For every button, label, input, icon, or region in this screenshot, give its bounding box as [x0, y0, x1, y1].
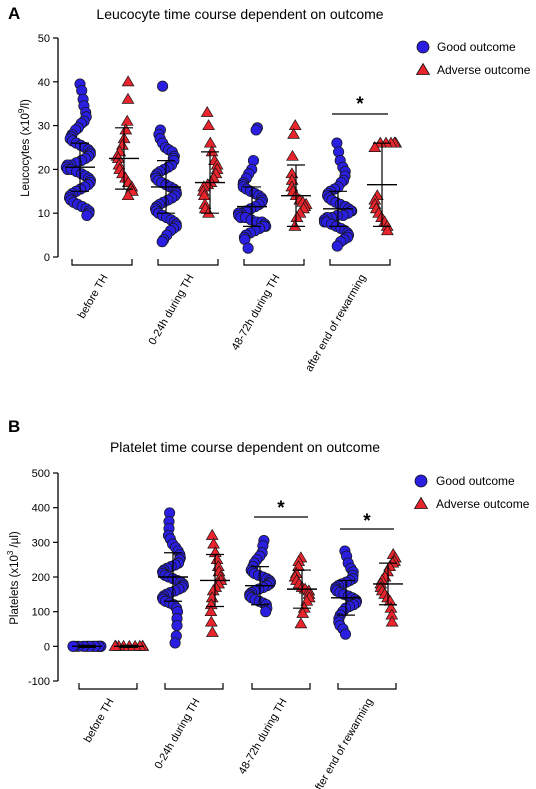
data-point-a-good-outcome-0-24h-during-th-0 [157, 80, 169, 92]
data-point-a-adverse-outcome-48-72h-during-th-15 [288, 219, 302, 231]
category-label-a-after-end-of-rewarming: after end of rewarming [303, 273, 368, 374]
data-point-a-adverse-outcome-before-th-3 [119, 123, 133, 135]
data-point-a-adverse-outcome-before-th-1 [121, 92, 135, 104]
data-point-b-adverse-outcome-before-th-8 [108, 639, 122, 651]
data-point-a-adverse-outcome-before-th-17 [121, 189, 135, 201]
panel-a-plot-area: 0 10 20 30 40 50 before TH 0-24h during TH 48-72… [38, 33, 403, 374]
y-tick-label-b-300: 300 [32, 537, 50, 549]
y-tick-label-b-0: 0 [44, 641, 50, 653]
data-point-a-good-outcome-48-72h-during-th-1 [250, 124, 262, 136]
panel-b-letter: B [8, 417, 20, 436]
panel-b-plot-area: -100 0 100 200 300 400 500 before TH 0-24h durin… [28, 468, 403, 789]
category-bracket-b-before-th [78, 683, 138, 690]
data-point-b-adverse-outcome-48-72h-during-th-15 [294, 617, 308, 629]
category-bracket-a-after-end-of-rewarming [329, 259, 391, 266]
legend-adverse-marker-b [413, 496, 429, 509]
category-bracket-a-0-24h-during-th [157, 259, 219, 266]
y-tick-label-a-30: 30 [38, 121, 50, 133]
panel-b-legend: Good outcome Adverse outcome [413, 474, 530, 511]
data-point-b-adverse-outcome-0-24h-during-th-13 [204, 605, 218, 617]
data-point-a-adverse-outcome-0-24h-during-th-1 [202, 119, 216, 131]
category-bracket-b-0-24h-during-th [164, 683, 224, 690]
legend-good-marker-b [414, 474, 428, 488]
panel-b-platelets-chart: B Platelet time course dependent on outc… [6, 417, 530, 789]
data-point-a-adverse-outcome-before-th-0 [121, 75, 135, 87]
data-point-a-adverse-outcome-0-24h-during-th-2 [203, 136, 217, 148]
panel-a-title: Leucocyte time course dependent on outco… [96, 6, 383, 22]
data-point-a-adverse-outcome-after-end-of-rewarming-15 [380, 224, 394, 236]
category-bracket-a-before-th [71, 259, 133, 266]
data-point-a-adverse-outcome-48-72h-during-th-2 [286, 149, 299, 161]
significance-star-b-after-end-of-rewarming: * [363, 511, 371, 532]
data-point-a-adverse-outcome-48-72h-during-th-0 [288, 119, 302, 131]
legend-adverse-label-a: Adverse outcome [437, 63, 531, 77]
y-tick-label-b-400: 400 [32, 503, 50, 515]
category-label-a-before-th: before TH [76, 272, 111, 320]
data-point-b-adverse-outcome-48-72h-during-th-14 [296, 606, 310, 618]
data-point-b-good-outcome-48-72h-during-th-29 [260, 606, 272, 618]
panel-a-leucocytes-chart: A Leucocyte time course dependent on out… [8, 4, 531, 374]
legend-good-label-b: Good outcome [436, 474, 515, 488]
data-point-a-good-outcome-after-end-of-rewarming-38 [331, 240, 343, 252]
legend-adverse-label-b: Adverse outcome [436, 497, 530, 511]
data-point-b-good-outcome-after-end-of-rewarming-30 [339, 628, 352, 640]
category-label-b-48-72h-during-th: 48-72h during TH [237, 696, 290, 776]
y-tick-label-b-100: 100 [32, 607, 50, 619]
legend-good-marker-a [416, 40, 430, 54]
category-label-b-before-th: before TH [82, 696, 117, 744]
data-point-a-adverse-outcome-0-24h-during-th-16 [202, 206, 215, 218]
category-bracket-b-after-end-of-rewarming [337, 683, 397, 690]
y-tick-label-a-20: 20 [38, 164, 50, 176]
data-point-a-good-outcome-0-24h-during-th-44 [156, 236, 168, 248]
panel-a-letter: A [8, 4, 20, 23]
panel-a-y-axis-label: Leucocytes (x109/l) [17, 99, 32, 197]
data-point-b-adverse-outcome-0-24h-during-th-14 [204, 615, 218, 627]
data-point-a-adverse-outcome-after-end-of-rewarming-5 [373, 136, 387, 148]
y-tick-label-b-100: -100 [28, 676, 50, 688]
data-point-a-adverse-outcome-before-th-2 [120, 114, 134, 126]
data-point-a-adverse-outcome-0-24h-during-th-0 [200, 106, 214, 117]
data-point-a-adverse-outcome-0-24h-during-th-3 [205, 145, 219, 157]
data-point-a-adverse-outcome-48-72h-during-th-14 [290, 211, 304, 222]
data-point-a-good-outcome-48-72h-during-th-37 [242, 242, 254, 254]
legend-adverse-marker-a [415, 62, 431, 75]
category-label-b-0-24h-during-th: 0-24h during TH [153, 696, 203, 771]
panel-b-title: Platelet time course dependent on outcom… [110, 439, 380, 455]
panel-a-legend: Good outcome Adverse outcome [415, 40, 531, 77]
y-tick-label-a-0: 0 [44, 252, 50, 264]
y-tick-label-b-500: 500 [32, 468, 50, 480]
category-label-a-0-24h-during-th: 0-24h during TH [147, 272, 197, 347]
y-tick-label-a-50: 50 [38, 33, 50, 45]
data-point-b-adverse-outcome-after-end-of-rewarming-16 [385, 615, 399, 627]
data-point-b-adverse-outcome-0-24h-during-th-15 [205, 626, 219, 637]
significance-star-a-after-end-of-rewarming: * [356, 94, 364, 115]
category-label-b-after-end-of-rewarming: after end of rewarming [310, 697, 375, 789]
data-point-a-adverse-outcome-after-end-of-rewarming-6 [368, 141, 382, 152]
category-label-a-48-72h-during-th: 48-72h during TH [230, 272, 283, 352]
data-point-a-adverse-outcome-48-72h-during-th-1 [287, 127, 301, 139]
category-bracket-b-48-72h-during-th [251, 683, 311, 690]
y-tick-label-a-10: 10 [38, 208, 50, 220]
data-point-b-good-outcome-0-24h-during-th-39 [171, 619, 183, 632]
data-point-a-good-outcome-before-th-49 [81, 209, 93, 221]
data-point-b-adverse-outcome-0-24h-during-th-1 [207, 537, 221, 549]
panel-b-y-axis-label: Platelets (x103 /µl) [6, 531, 21, 625]
category-bracket-a-48-72h-during-th [243, 259, 305, 266]
significance-star-b-48-72h-during-th: * [277, 498, 285, 519]
data-point-b-adverse-outcome-0-24h-during-th-0 [205, 528, 219, 540]
legend-good-label-a: Good outcome [437, 40, 516, 54]
y-tick-label-a-40: 40 [38, 77, 50, 89]
y-tick-label-b-200: 200 [32, 572, 50, 584]
data-point-b-good-outcome-0-24h-during-th-41 [169, 637, 181, 649]
